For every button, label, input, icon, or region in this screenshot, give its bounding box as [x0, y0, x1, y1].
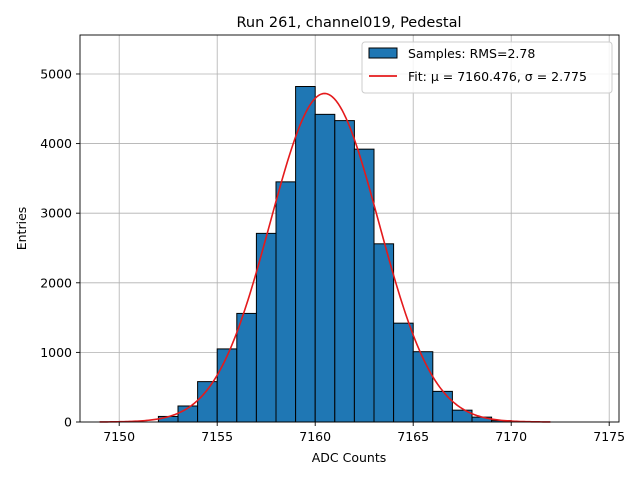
- histogram-bar-14: [432, 390, 453, 423]
- x-tick-label-0: 7150: [103, 429, 135, 444]
- histogram-bar-3: [216, 348, 238, 423]
- histogram-bar-9: [334, 120, 355, 423]
- histogram-bar-2: [197, 381, 218, 423]
- y-tick-label-3: 3000: [40, 206, 72, 221]
- y-axis-ticks: 0 1000 2000 3000 4000 5000: [40, 66, 80, 430]
- x-axis-ticks: 7150 7155 7160 7165 7170 7175: [103, 422, 625, 444]
- gaussian-fit-curve: [99, 92, 551, 423]
- histogram-bar-6: [275, 181, 297, 423]
- legend-box: [361, 41, 613, 94]
- histogram-bar-10: [353, 148, 375, 423]
- histogram-bar-13: [412, 351, 434, 423]
- plot-frame: [79, 34, 620, 423]
- x-tick-label-2: 7160: [299, 429, 331, 444]
- histogram-bar-12: [393, 322, 414, 423]
- legend-label-fit: Fit: μ = 7160.476, σ = 2.775: [408, 69, 587, 84]
- x-tick-label-1: 7155: [201, 429, 233, 444]
- legend-label-samples: Samples: RMS=2.78: [408, 46, 535, 61]
- histogram-bar-7: [295, 86, 316, 423]
- histogram-bar-8: [314, 113, 336, 423]
- histogram-bar-4: [236, 312, 257, 423]
- y-axis-label: Entries: [14, 207, 29, 251]
- y-tick-label-1: 1000: [40, 345, 72, 360]
- y-tick-label-5: 5000: [40, 66, 72, 81]
- x-tick-label-5: 7175: [593, 429, 625, 444]
- y-tick-label-4: 4000: [40, 136, 72, 151]
- chart-title: Run 261, channel019, Pedestal: [236, 15, 461, 31]
- legend: Samples: RMS=2.78 Fit: μ = 7160.476, σ =…: [361, 41, 613, 94]
- y-tick-label-2: 2000: [40, 275, 72, 290]
- fit-curve-layer: [99, 92, 551, 423]
- y-tick-label-0: 0: [64, 415, 72, 430]
- x-axis-label: ADC Counts: [312, 450, 387, 465]
- x-tick-label-3: 7165: [397, 429, 429, 444]
- x-tick-label-4: 7170: [495, 429, 527, 444]
- histogram-bars: [157, 86, 512, 423]
- histogram-bar-11: [373, 243, 395, 423]
- legend-swatch-samples: [368, 47, 398, 59]
